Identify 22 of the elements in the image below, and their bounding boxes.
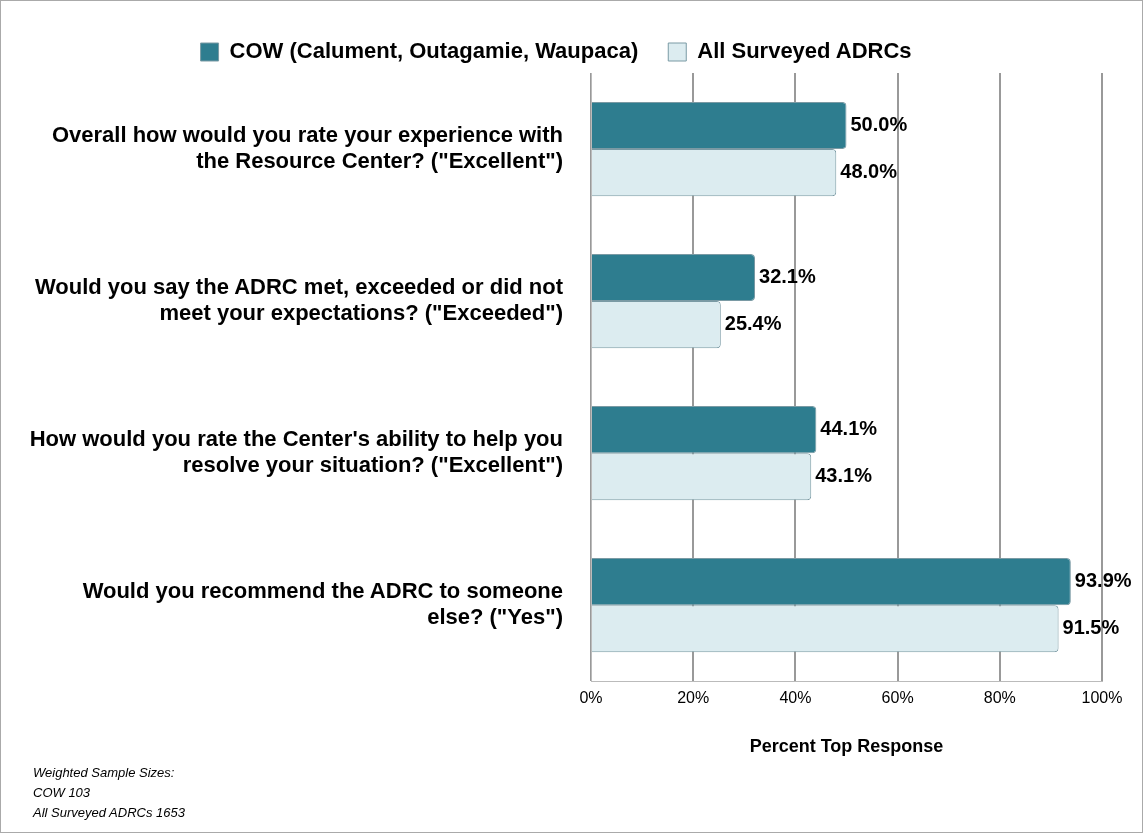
data-label: 43.1% [815,464,873,487]
data-label: 25.4% [724,312,782,335]
data-label: 44.1% [820,417,878,440]
x-tick-label: 60% [881,689,914,707]
data-label: 50.0% [850,112,908,135]
data-label: 91.5% [1062,616,1120,639]
data-label: 32.1% [759,265,816,288]
x-tick-label: 80% [983,689,1016,707]
x-tick-label: 20% [677,689,710,707]
legend-label: COW (Calument, Outagamie, Waupaca) [229,38,639,64]
text: Weighted Sample Sizes: COW 103 All Surveyed ADRCs 1653 [33,764,185,822]
x-tick-label: 40% [779,689,812,707]
y-tick-label: Would you say the ADRC met, exceeded or did not meet your expectations? ("Exceeded") [34,273,564,326]
data-label: 48.0% [840,160,898,183]
x-tick-label: 0% [579,689,603,707]
y-tick-label: Would you recommend the ADRC to someone else? ("Yes") [82,578,563,630]
y-tick-label: How would you rate the Center's ability to help you resolve your situation? ("Excellent") [29,425,563,478]
y-tick-label: Overall how would you rate your experience with the Resource Center? ("Excellent") [51,121,563,174]
x-axis-title: Percent Top Response [749,736,944,757]
legend-label: All Surveyed ADRCs [697,38,912,64]
x-tick-label: 100% [1081,689,1123,707]
data-label: 93.9% [1074,569,1132,592]
